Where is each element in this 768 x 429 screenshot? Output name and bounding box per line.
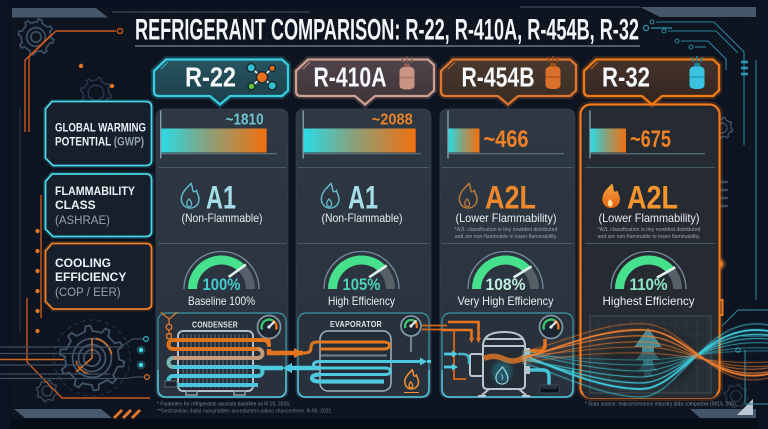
svg-text:110%: 110% bbox=[630, 275, 668, 294]
svg-text:R-454B: R-454B bbox=[462, 62, 535, 93]
svg-text:A1: A1 bbox=[206, 180, 236, 216]
svg-text:Highest Efficiency: Highest Efficiency bbox=[603, 294, 695, 308]
svg-text:GLOBAL WARMING: GLOBAL WARMING bbox=[55, 121, 146, 135]
svg-text:~2088: ~2088 bbox=[372, 112, 413, 129]
svg-text:~466: ~466 bbox=[484, 126, 529, 153]
svg-text:* Footnotes for refrigerants a: * Footnotes for refrigerants asoclula ba… bbox=[157, 402, 290, 408]
svg-text:and are non-flammable to lower: and are non-flammable to lower flammabil… bbox=[598, 234, 701, 240]
svg-text:(ASHRAE): (ASHRAE) bbox=[55, 215, 110, 227]
svg-text:**Gestrandian dallat nuingnidd: **Gestrandian dallat nuingnidden ancedan… bbox=[157, 409, 333, 415]
svg-text:REFRIGERANT COMPARISON: R-22,: REFRIGERANT COMPARISON: R-22, R-410A, R-… bbox=[135, 14, 639, 47]
svg-text:(Non-Flammable): (Non-Flammable) bbox=[182, 211, 263, 225]
svg-text:EVAPORATOR: EVAPORATOR bbox=[330, 320, 382, 329]
svg-text:(Non-Flammable): (Non-Flammable) bbox=[322, 211, 403, 225]
svg-text:FLAMMABILITY: FLAMMABILITY bbox=[55, 184, 135, 198]
svg-text:R-22: R-22 bbox=[185, 62, 236, 93]
svg-text:~1810: ~1810 bbox=[226, 112, 264, 129]
svg-text:A1: A1 bbox=[348, 180, 378, 216]
svg-text:COOLING: COOLING bbox=[55, 256, 111, 270]
svg-text:Very High Efficiency: Very High Efficiency bbox=[458, 294, 554, 308]
svg-text:CLASS: CLASS bbox=[55, 198, 96, 212]
svg-text:108%: 108% bbox=[486, 275, 526, 294]
svg-text:* Gata source: mipcsrrsesonce: * Gata source: mipcsrrsesonce industry d… bbox=[585, 402, 737, 408]
svg-text:R-32: R-32 bbox=[602, 62, 650, 93]
svg-text:CONDENSER: CONDENSER bbox=[192, 321, 238, 330]
svg-text:(Lower Flammability): (Lower Flammability) bbox=[456, 211, 557, 225]
svg-text:High Efficiency: High Efficiency bbox=[328, 294, 395, 308]
svg-text:and are non-flammable in lower: and are non-flammable in lower flammabil… bbox=[455, 234, 558, 240]
svg-text:105%: 105% bbox=[343, 275, 381, 294]
svg-text:A2L: A2L bbox=[485, 180, 536, 216]
svg-text:100%: 100% bbox=[203, 275, 241, 294]
svg-text:*A2L classification is tiny no: *A2L classification is tiny nowlded dist… bbox=[598, 227, 701, 233]
svg-text:(COP / EER): (COP / EER) bbox=[55, 287, 121, 299]
svg-text:(Lower Flammability): (Lower Flammability) bbox=[599, 211, 700, 225]
svg-text:Baseline 100%: Baseline 100% bbox=[188, 294, 255, 308]
svg-text:~675: ~675 bbox=[630, 126, 671, 153]
svg-text:R-410A: R-410A bbox=[314, 62, 387, 93]
svg-text:POTENTIAL (GWP): POTENTIAL (GWP) bbox=[55, 135, 144, 149]
svg-text:EFFICIENCY: EFFICIENCY bbox=[55, 270, 126, 284]
svg-text:*A2L classification is tiny no: *A2L classification is tiny nowlded dist… bbox=[455, 227, 558, 233]
svg-text:A2L: A2L bbox=[627, 180, 678, 216]
